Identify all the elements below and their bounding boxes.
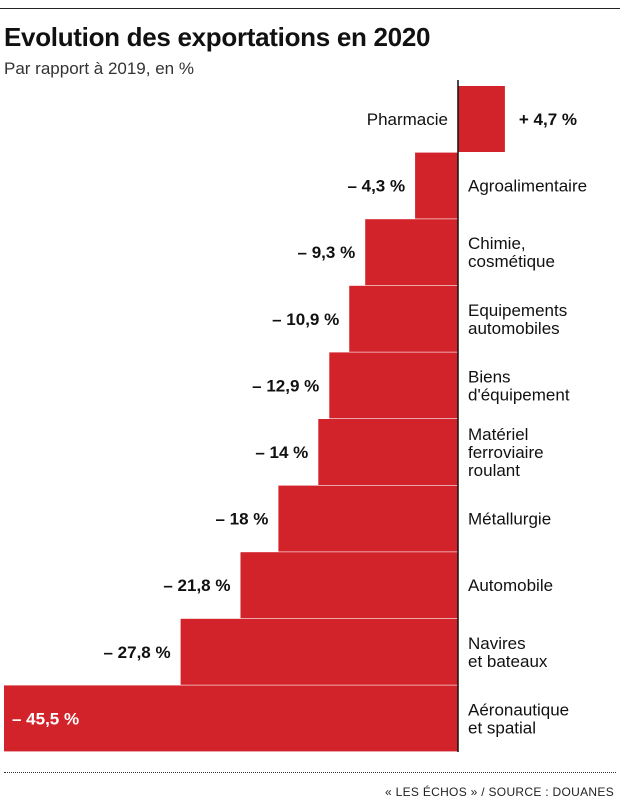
value-label-5: – 14 % <box>255 443 308 462</box>
category-line: Navires <box>468 634 526 653</box>
category-label-6: Métallurgie <box>468 510 551 529</box>
chart-title: Evolution des exportations en 2020 <box>4 22 431 52</box>
category-line: Chimie, <box>468 234 526 253</box>
value-label-8: – 27,8 % <box>104 643 171 662</box>
category-label-1: Agroalimentaire <box>468 177 587 196</box>
category-line: Pharmacie <box>367 110 448 129</box>
bar-3 <box>349 285 458 352</box>
value-label-9: – 45,5 % <box>12 709 79 728</box>
value-label-1: – 4,3 % <box>347 177 405 196</box>
category-label-9: Aéronautique et spatial <box>468 700 569 737</box>
category-line: Biens <box>468 367 511 386</box>
bar-2 <box>365 219 458 286</box>
bar-4 <box>329 352 458 419</box>
category-line: Matériel <box>468 425 528 444</box>
value-label-0: + 4,7 % <box>519 110 577 129</box>
value-label-6: – 18 % <box>215 510 268 529</box>
source-note: « LES ÉCHOS » / SOURCE : DOUANES <box>385 785 614 799</box>
category-label-0: Pharmacie <box>367 110 448 129</box>
bar-0 <box>458 86 505 152</box>
category-line: cosmétique <box>468 252 555 271</box>
category-label-4: Biens d'équipement <box>468 367 570 404</box>
value-label-3: – 10,9 % <box>272 310 339 329</box>
category-label-7: Automobile <box>468 576 553 595</box>
category-label-5: Matériel ferroviaire roulant <box>468 425 544 480</box>
category-line: Aéronautique <box>468 700 569 719</box>
bar-7 <box>240 552 458 619</box>
value-label-7: – 21,8 % <box>163 576 230 595</box>
bars-group <box>4 86 505 752</box>
bar-8 <box>180 618 458 685</box>
category-line: automobiles <box>468 319 560 338</box>
bar-1 <box>415 152 458 219</box>
bar-6 <box>278 485 458 552</box>
bar-chart: + 4,7 % Pharmacie – 4,3 % Agroalimentaire – … <box>4 80 587 752</box>
category-line: ferroviaire <box>468 443 544 462</box>
category-line: et spatial <box>468 718 536 737</box>
category-line: Métallurgie <box>468 510 551 529</box>
category-line: Equipements <box>468 301 567 320</box>
category-label-8: Navires et bateaux <box>468 634 548 671</box>
bottom-rule <box>4 772 616 773</box>
category-label-3: Equipements automobiles <box>468 301 567 338</box>
value-label-4: – 12,9 % <box>252 376 319 395</box>
top-rule <box>0 8 620 9</box>
category-line: et bateaux <box>468 652 548 671</box>
category-line: Agroalimentaire <box>468 177 587 196</box>
labels-group: + 4,7 % Pharmacie – 4,3 % Agroalimentaire – … <box>12 110 587 737</box>
bar-9 <box>4 685 458 752</box>
category-line: d'équipement <box>468 385 570 404</box>
chart-subtitle: Par rapport à 2019, en % <box>4 59 194 78</box>
bar-5 <box>318 419 458 485</box>
category-line: Automobile <box>468 576 553 595</box>
value-label-2: – 9,3 % <box>298 243 356 262</box>
category-label-2: Chimie, cosmétique <box>468 234 555 271</box>
category-line: roulant <box>468 461 520 480</box>
